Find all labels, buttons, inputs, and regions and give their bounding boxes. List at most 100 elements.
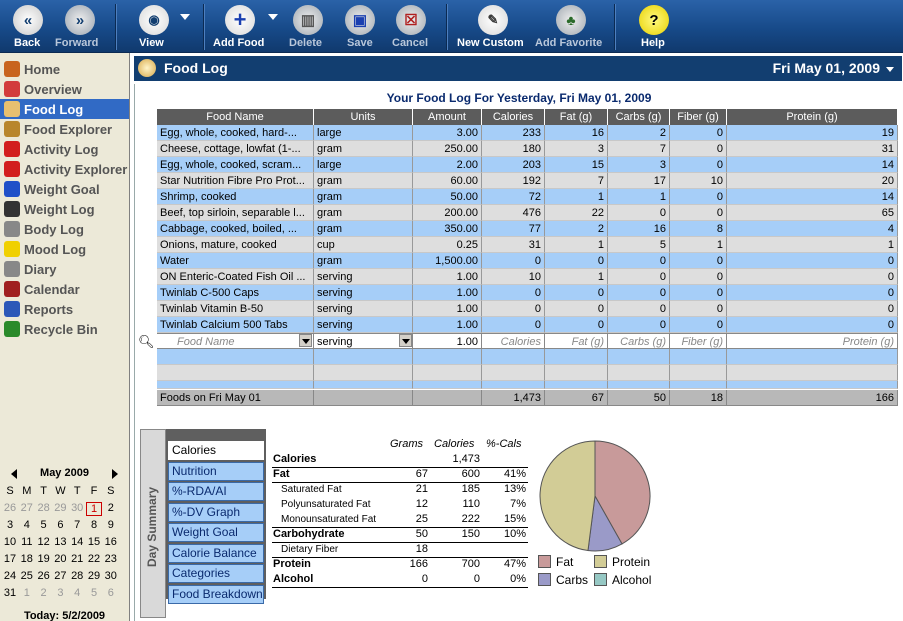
sidebar-item-recycle-bin[interactable]: Recycle Bin [0,319,129,339]
calendar-day[interactable]: 13 [54,536,67,548]
calendar-day[interactable]: 24 [3,570,17,582]
table-row[interactable]: Egg, whole, cooked, hard-... large 3.00 233… [157,125,898,141]
calendar-day[interactable]: 3 [57,587,64,599]
sidebar-item-reports[interactable]: Reports [0,299,129,319]
entry-food-input[interactable]: Food Name [157,333,314,349]
calendar-day[interactable]: 3 [6,519,14,531]
calendar-day[interactable]: 7 [74,519,81,531]
calendar-day[interactable]: 19 [37,553,50,565]
view-button[interactable]: ◉ View [138,0,170,53]
table-row[interactable]: Onions, mature, cooked cup 0.25 31 1 5 1 1 [157,237,898,253]
sidebar-item-activity-log[interactable]: Activity Log [0,139,129,159]
forward-button[interactable]: » Forward [55,0,100,53]
tab--rda-ai-graph[interactable]: %-RDA/AI Graph [168,482,264,515]
calendar-day[interactable]: 9 [107,519,114,531]
calendar-day[interactable]: 5 [40,519,47,531]
new-custom-button[interactable]: ✎ New Custom [457,0,524,53]
table-row[interactable]: Twinlab Calcium 500 Tabs serving 1.00 0 0 0 0 0 [157,317,898,333]
tab--dv-graph[interactable]: %-DV Graph [168,502,264,522]
calendar-day[interactable]: 25 [20,570,33,582]
calendar-day[interactable]: 14 [71,536,84,548]
calendar-day[interactable]: 11 [21,536,33,548]
sidebar-item-weight-log[interactable]: Weight Log [0,199,129,219]
calendar-day[interactable]: 21 [71,553,84,565]
sidebar-item-mood-log[interactable]: Mood Log [0,239,129,259]
calendar-day[interactable]: 4 [74,587,81,599]
calendar-day[interactable]: 22 [87,553,101,565]
add-favorite-button[interactable]: ♣ Add Favorite [535,0,602,53]
calendar-day[interactable]: 12 [37,536,50,548]
calendar-day[interactable]: 16 [104,536,117,548]
table-row[interactable]: Cabbage, cooked, boiled, ... gram 350.00 77… [157,221,898,237]
help-button[interactable]: ? Help [638,0,670,53]
calendar-day[interactable]: 20 [54,553,67,565]
calendar-day[interactable]: 29 [54,502,67,514]
calendar-day[interactable]: 29 [87,570,101,582]
sidebar-item-calendar[interactable]: Calendar [0,279,129,299]
table-row[interactable]: Beef, top sirloin, separable l... gram 200… [157,205,898,221]
column-header-carbs[interactable]: Carbs (g) [608,109,670,125]
calendar-day[interactable]: 6 [57,519,64,531]
sidebar-item-food-log[interactable]: Food Log [0,99,129,119]
calendar-day[interactable]: 27 [20,502,33,514]
table-row[interactable]: Twinlab Vitamin B-50 serving 1.00 0 0 0 0 0 [157,301,898,317]
tab-weight-goal[interactable]: Weight Goal [168,523,264,542]
column-header-fat[interactable]: Fat (g) [545,109,608,125]
cancel-button[interactable]: ☒ Cancel [392,0,428,53]
calendar-day[interactable]: 10 [3,536,17,548]
calendar-next-icon[interactable] [112,469,118,479]
calendar-day[interactable]: 2 [40,587,47,599]
tab-calories[interactable]: Calories [168,441,264,460]
calendar-prev-icon[interactable] [11,469,17,479]
entry-units[interactable]: serving [314,333,413,349]
sidebar-item-activity-explorer[interactable]: Activity Explorer [0,159,129,179]
save-button[interactable]: ▣ Save [344,0,376,53]
add-food-button[interactable]: + Add Food [213,5,265,49]
calendar-day[interactable]: 8 [90,519,98,531]
calendar-day[interactable]: 30 [104,570,117,582]
sidebar-item-diary[interactable]: Diary [0,259,129,279]
column-header-fiber[interactable]: Fiber (g) [670,109,727,125]
tab-nutrition[interactable]: Nutrition [168,461,264,481]
calendar-day[interactable]: 1 [86,502,102,516]
calendar-day[interactable]: 18 [20,553,33,565]
calendar-day[interactable]: 5 [90,587,98,599]
calendar-day[interactable]: 17 [3,553,17,565]
sidebar-item-food-explorer[interactable]: Food Explorer [0,119,129,139]
calendar-day[interactable]: 27 [54,570,67,582]
calendar-day[interactable]: 4 [23,519,30,531]
magnifier-icon[interactable]: 🔍︎ [138,334,155,349]
sidebar-item-home[interactable]: Home [0,59,129,79]
calendar-day[interactable]: 23 [104,553,117,565]
sidebar-item-body-log[interactable]: Body Log [0,219,129,239]
calendar-day[interactable]: 2 [107,502,114,514]
date-selector[interactable]: Fri May 01, 2009 [772,60,880,76]
food-name-dropdown[interactable] [299,334,312,347]
back-button[interactable]: « Back [8,0,48,53]
column-header-protein[interactable]: Protein (g) [727,109,898,125]
calendar-day[interactable]: 26 [3,502,17,514]
column-header-food[interactable]: Food Name [157,109,314,125]
sidebar-item-weight-goal[interactable]: Weight Goal [0,179,129,199]
table-row[interactable]: Water gram 1,500.00 0 0 0 0 0 [157,253,898,269]
new-entry-row[interactable]: Food Name serving 1.00 Calories Fat (g) Carbs… [157,333,898,349]
table-row[interactable]: Twinlab C-500 Caps serving 1.00 0 0 0 0 0 [157,285,898,301]
calendar-day[interactable]: 15 [87,536,101,548]
view-dropdown-arrow[interactable] [180,14,190,20]
add-food-dropdown-arrow[interactable] [268,14,278,20]
calendar-day[interactable]: 6 [107,587,114,599]
chevron-down-icon[interactable] [886,67,894,72]
calendar-day[interactable]: 30 [71,502,84,514]
column-header-amount[interactable]: Amount [413,109,482,125]
table-row[interactable]: Star Nutrition Fibre Pro Prot... gram 60.0… [157,173,898,189]
tab-categories[interactable]: Categories [168,564,264,583]
tab-calorie-balance[interactable]: Calorie Balance [168,543,264,563]
today-link[interactable]: Today: 5/2/2009 [23,610,106,621]
entry-amount[interactable]: 1.00 [413,333,482,349]
units-dropdown[interactable] [399,334,412,347]
sidebar-item-overview[interactable]: Overview [0,79,129,99]
tab-food-breakdown[interactable]: Food Breakdown [168,584,264,604]
table-row[interactable]: ON Enteric-Coated Fish Oil ... serving 1.0… [157,269,898,285]
table-row[interactable]: Egg, whole, cooked, scram... large 2.00 203… [157,157,898,173]
calendar-day[interactable]: 28 [71,570,84,582]
